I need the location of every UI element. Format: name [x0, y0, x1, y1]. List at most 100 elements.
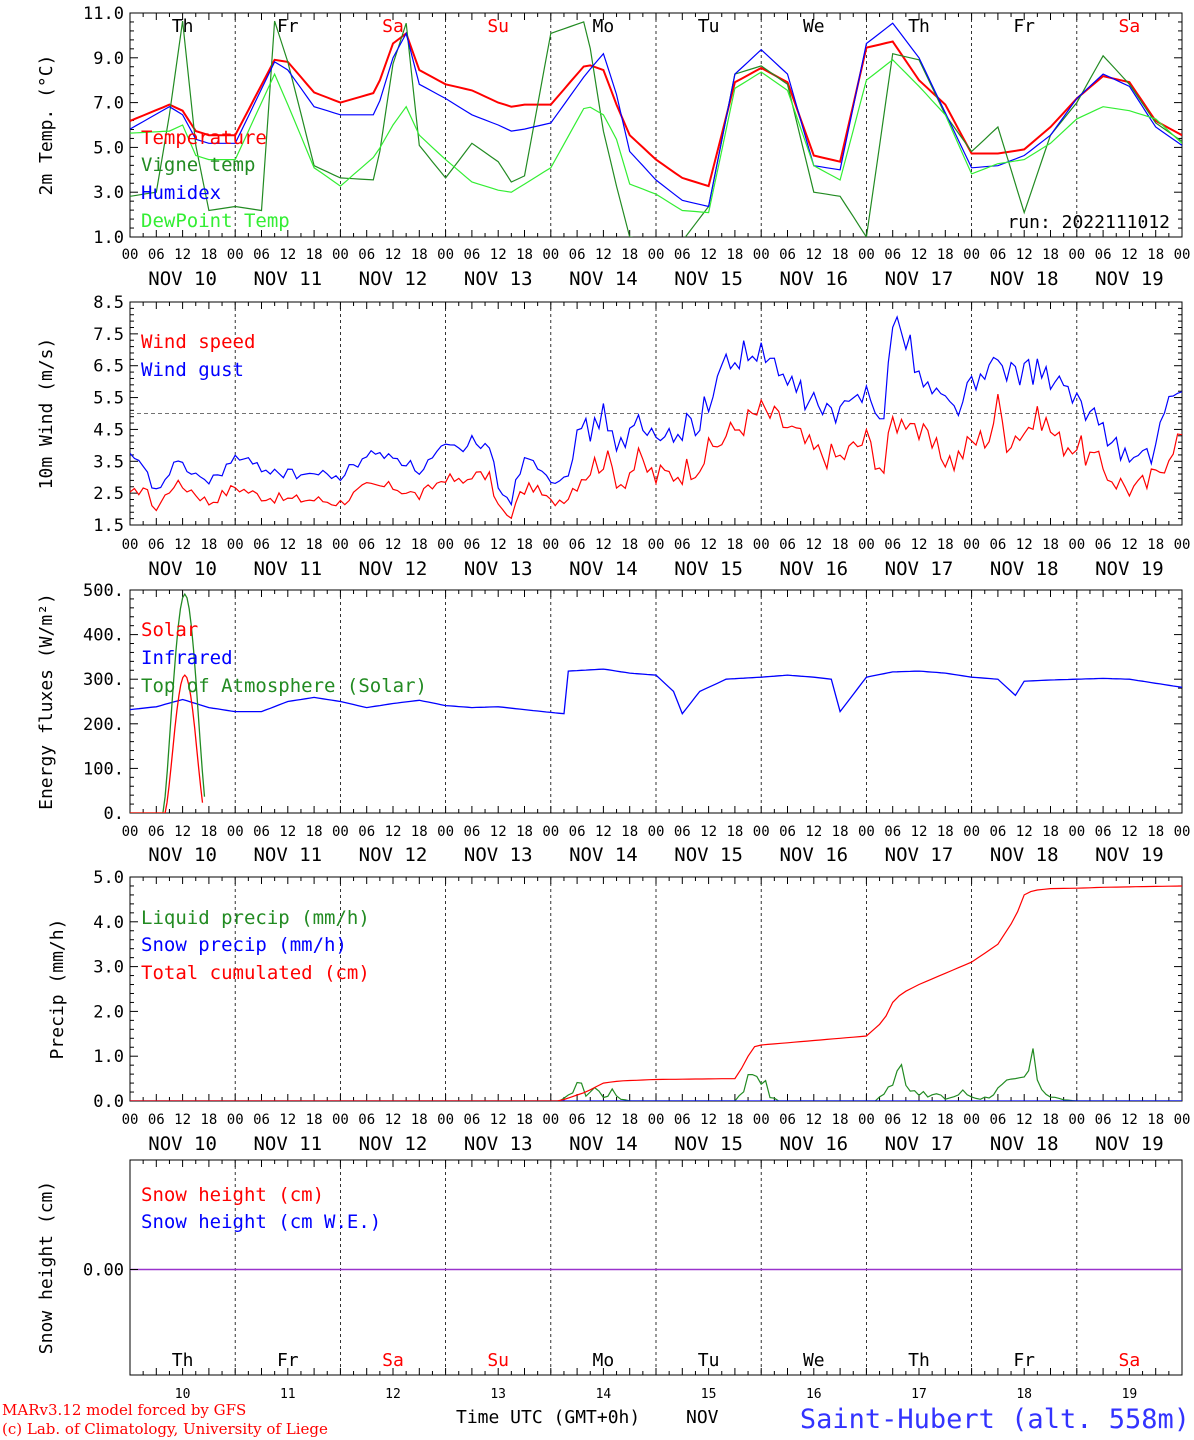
day-label: NOV 16 — [779, 268, 848, 290]
hour-label: 00 — [542, 824, 559, 840]
hour-label: 06 — [148, 1112, 165, 1128]
hour-label: 06 — [253, 247, 270, 263]
hour-label: 00 — [542, 1112, 559, 1128]
y-tick-label: 0. — [104, 804, 124, 824]
hour-label: 06 — [463, 247, 480, 263]
hour-label: 00 — [753, 1112, 770, 1128]
hour-label: 12 — [174, 247, 191, 263]
hour-label: 18 — [726, 824, 743, 840]
run-annotation: run: 2022111012 — [1007, 212, 1170, 233]
hour-label: 18 — [306, 824, 323, 840]
hour-label: 06 — [358, 537, 375, 553]
legend-entry: Snow precip (mm/h) — [141, 934, 347, 956]
hour-label: 12 — [700, 1112, 717, 1128]
hour-label: 00 — [1068, 1112, 1085, 1128]
hour-label: 18 — [1042, 824, 1059, 840]
hour-label: 18 — [832, 824, 849, 840]
hour-label: 00 — [122, 1112, 139, 1128]
hour-label: 00 — [437, 247, 454, 263]
weekday-label: Fr — [1013, 1350, 1035, 1371]
hour-label: 18 — [516, 247, 533, 263]
legend-entry: DewPoint Temp — [141, 210, 290, 232]
hour-label: 18 — [200, 537, 217, 553]
hour-label: 06 — [989, 1112, 1006, 1128]
day-label: NOV 14 — [569, 268, 638, 290]
weekday-label: Th — [908, 16, 930, 37]
hour-label: 18 — [937, 1112, 954, 1128]
hour-label: 18 — [1147, 537, 1164, 553]
day-number-label: 16 — [806, 1387, 822, 1402]
hour-label: 12 — [1121, 824, 1138, 840]
day-label: NOV 10 — [148, 1133, 217, 1155]
day-label: NOV 14 — [569, 1133, 638, 1155]
legend-entry: Wind speed — [141, 331, 255, 353]
panel-1: 1.0 3.0 5.0 7.0 9.0 11.0 2m Temp. (°C) 00 06 12 18… — [36, 4, 1190, 290]
hour-label: 00 — [858, 1112, 875, 1128]
hour-label: 12 — [1016, 1112, 1033, 1128]
hour-label: 12 — [805, 247, 822, 263]
hour-label: 00 — [332, 537, 349, 553]
series-line-liquid-precip-mm-h- — [130, 1048, 1182, 1101]
day-number-label: 11 — [280, 1387, 296, 1402]
hour-label: 06 — [569, 824, 586, 840]
series-line-wind-gust — [130, 315, 1182, 507]
weekday-label: Su — [487, 16, 509, 37]
series-line-infrared — [130, 668, 1182, 715]
hour-label: 00 — [122, 247, 139, 263]
y-axis-label: Snow height (cm) — [36, 1181, 57, 1354]
y-tick-label: 300. — [83, 670, 124, 690]
day-label: NOV 13 — [464, 844, 533, 866]
y-tick-label: 3.0 — [93, 958, 124, 978]
hour-label: 00 — [437, 1112, 454, 1128]
y-tick-label: 7.5 — [93, 325, 124, 345]
hour-label: 00 — [1174, 824, 1191, 840]
hour-label: 18 — [306, 1112, 323, 1128]
hour-label: 18 — [516, 537, 533, 553]
hour-label: 00 — [542, 247, 559, 263]
hour-label: 00 — [332, 247, 349, 263]
weekday-label: We — [803, 1350, 825, 1371]
hour-label: 00 — [1174, 1112, 1191, 1128]
hour-label: 06 — [148, 824, 165, 840]
y-tick-label: 400. — [83, 626, 124, 646]
hour-label: 18 — [1042, 1112, 1059, 1128]
hour-label: 18 — [726, 1112, 743, 1128]
series-line-top-of-atmosphere-solar — [130, 592, 206, 813]
day-label: NOV 14 — [569, 558, 638, 580]
legend-entry: Humidex — [141, 182, 221, 204]
day-label: NOV 12 — [359, 268, 428, 290]
legend-entry: Liquid precip (mm/h) — [141, 907, 370, 929]
plot-area — [130, 20, 1182, 237]
day-number-label: 14 — [596, 1387, 612, 1402]
hour-label: 12 — [385, 1112, 402, 1128]
series-line-dewpoint-temp — [130, 58, 1182, 214]
hour-label: 12 — [174, 537, 191, 553]
panel-5: Snow height (cm) 0.00 Th 10 Fr 11 Sa 12 Su 13 Mo 14… — [36, 1159, 1183, 1402]
hour-label: 12 — [1016, 824, 1033, 840]
hour-label: 06 — [674, 537, 691, 553]
hour-label: 06 — [569, 537, 586, 553]
weekday-label: Sa — [1119, 1350, 1141, 1371]
hour-label: 18 — [621, 247, 638, 263]
weekday-label: Th — [908, 1350, 930, 1371]
hour-label: 18 — [726, 247, 743, 263]
day-label: NOV 19 — [1095, 1133, 1164, 1155]
hour-label: 18 — [832, 537, 849, 553]
hour-label: 06 — [884, 824, 901, 840]
weekday-label: Su — [487, 1350, 509, 1371]
hour-label: 12 — [174, 824, 191, 840]
series-line-vigne-temp — [130, 20, 1182, 237]
weekday-label: Sa — [1119, 16, 1141, 37]
hour-label: 12 — [279, 537, 296, 553]
hour-label: 18 — [832, 247, 849, 263]
series-line-total-cumulated-cm- — [130, 885, 1182, 1101]
day-number-label: 17 — [911, 1387, 927, 1402]
hour-label: 18 — [411, 1112, 428, 1128]
hour-label: 06 — [989, 824, 1006, 840]
hour-label: 18 — [1147, 1112, 1164, 1128]
hour-label: 00 — [437, 537, 454, 553]
hour-label: 18 — [937, 247, 954, 263]
hour-label: 06 — [884, 1112, 901, 1128]
y-tick-label: 1.5 — [93, 516, 124, 536]
weekday-label: We — [803, 16, 825, 37]
